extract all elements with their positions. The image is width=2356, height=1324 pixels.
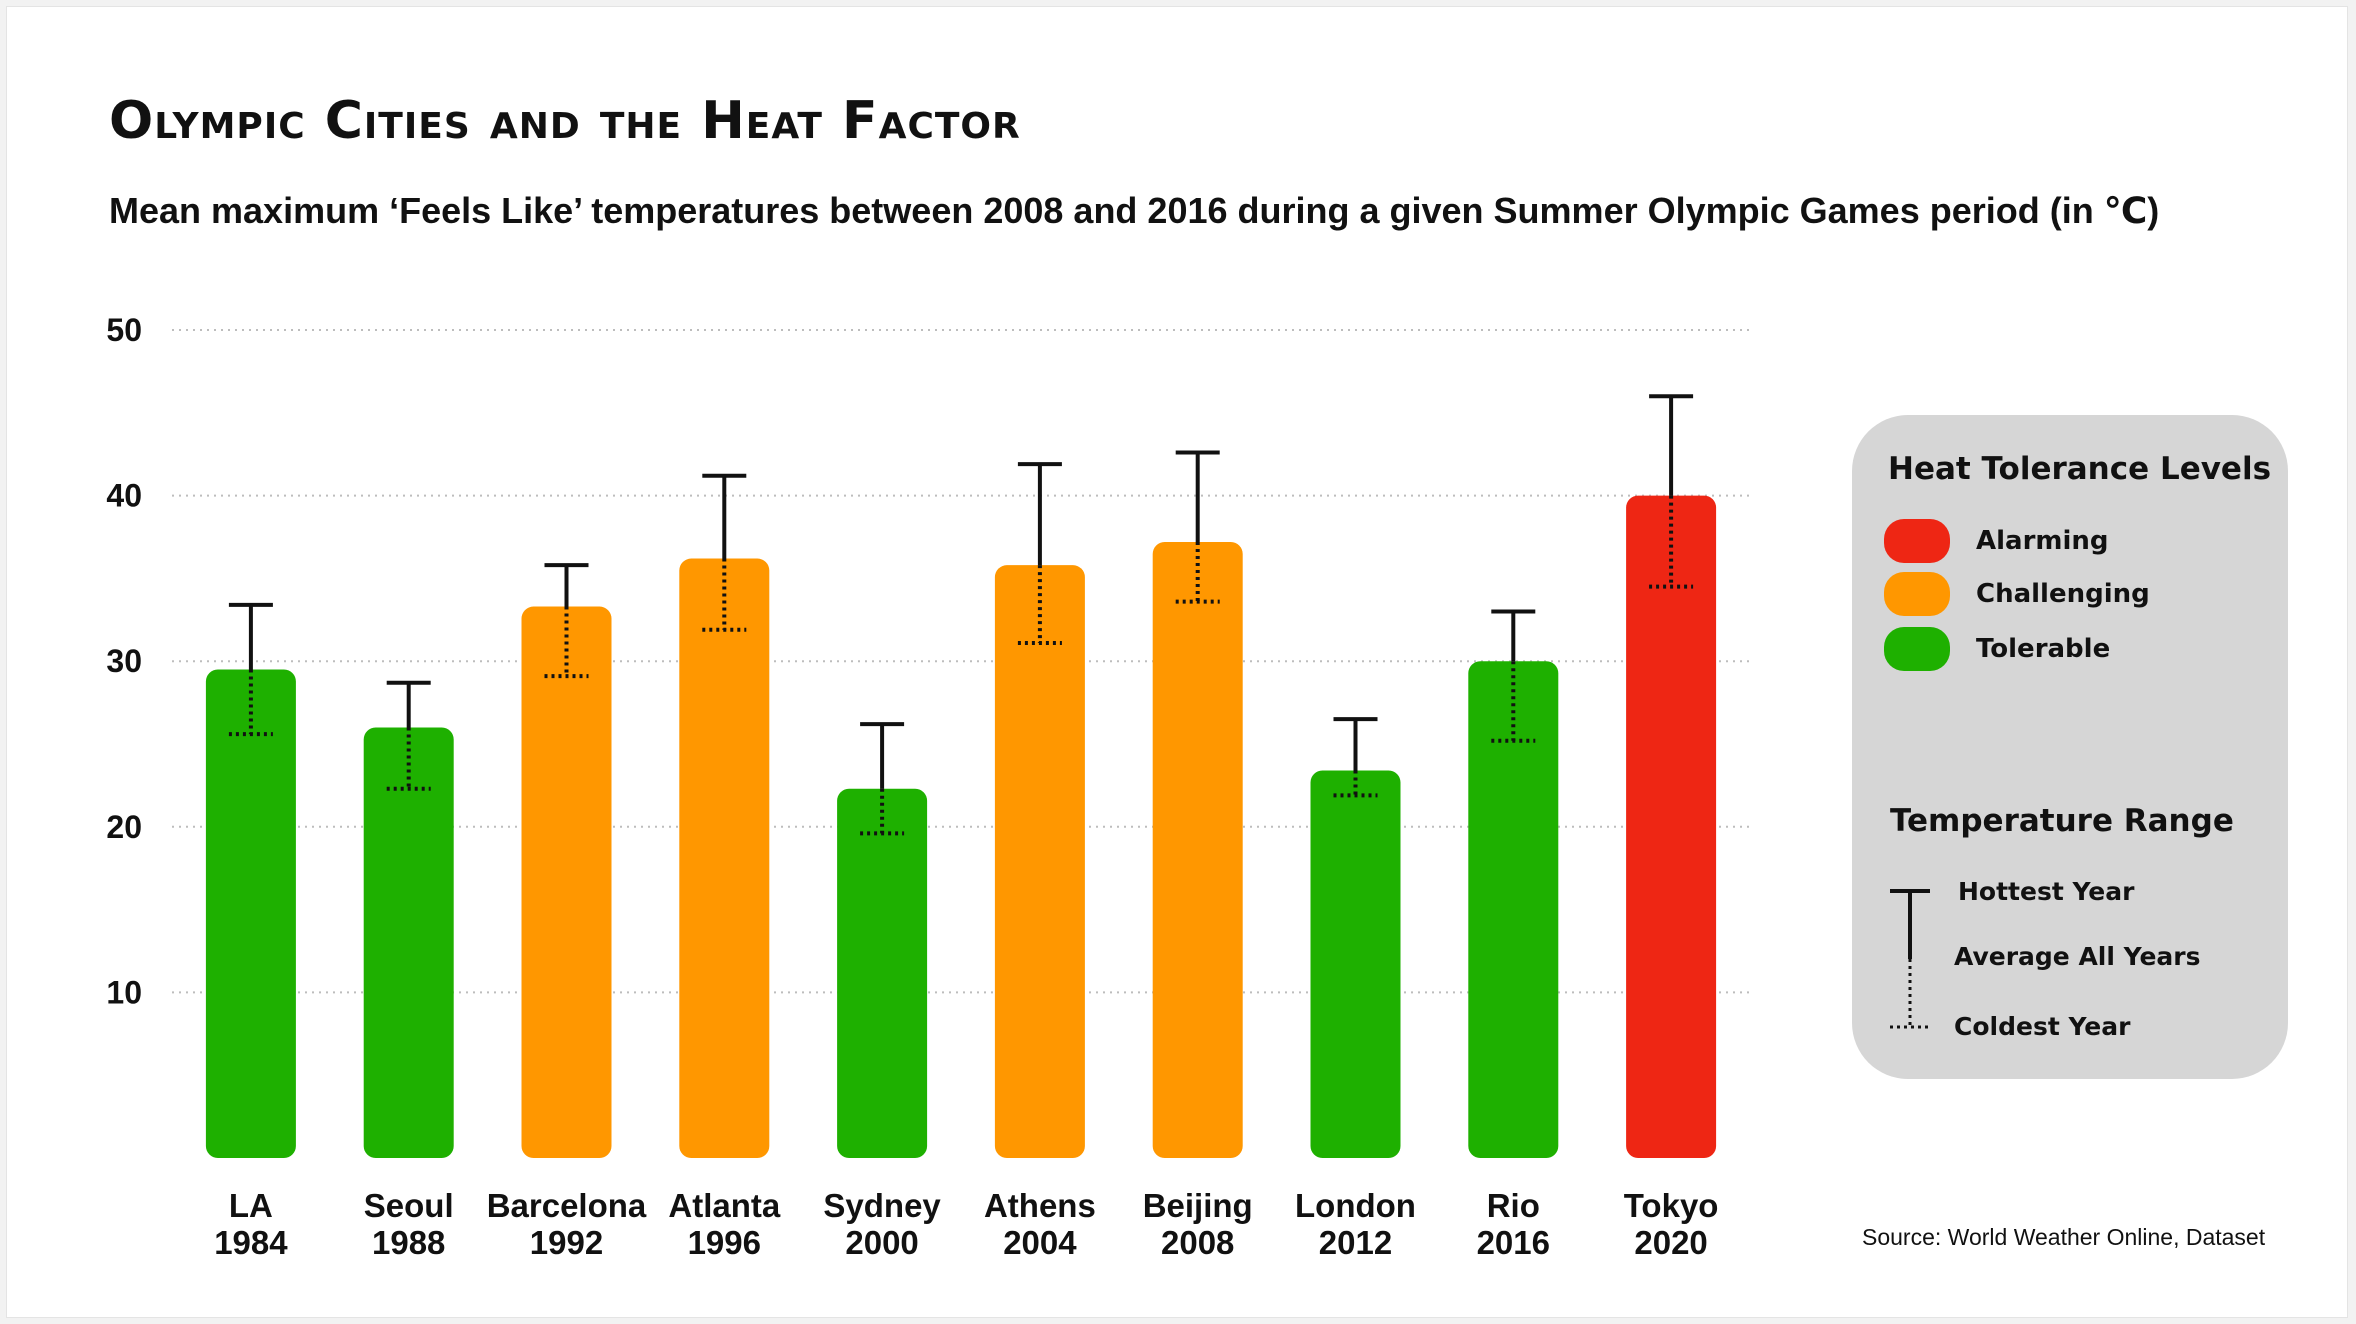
y-tick-label: 20 <box>106 809 142 845</box>
x-year-label: 1988 <box>372 1224 445 1261</box>
legend-swatch-challenging <box>1884 572 1950 616</box>
x-city-label: Barcelona <box>487 1187 647 1224</box>
x-city-label: Seoul <box>364 1187 454 1224</box>
bar <box>1468 661 1559 1158</box>
bar <box>205 669 296 1158</box>
bar <box>1152 541 1243 1158</box>
source-note: Source: World Weather Online, Dataset <box>1862 1224 2266 1250</box>
legend-range-heading: Temperature Range <box>1890 803 2234 839</box>
x-city-label: Rio <box>1487 1187 1540 1224</box>
x-city-label: Athens <box>984 1187 1096 1224</box>
bar <box>679 558 770 1158</box>
legend-label-coldest: Coldest Year <box>1954 1012 2131 1041</box>
x-city-label: Sydney <box>823 1187 941 1224</box>
y-tick-label: 50 <box>106 312 142 348</box>
x-year-label: 2016 <box>1477 1224 1550 1261</box>
x-city-label: Tokyo <box>1624 1187 1719 1224</box>
x-city-label: Atlanta <box>668 1187 780 1224</box>
legend-swatch-alarming <box>1884 519 1950 563</box>
x-year-label: 1984 <box>214 1224 288 1261</box>
y-tick-label: 10 <box>106 974 142 1010</box>
x-year-label: 1996 <box>688 1224 761 1261</box>
legend-label-hottest: Hottest Year <box>1958 877 2135 906</box>
x-city-label: London <box>1295 1187 1416 1224</box>
bar <box>1310 770 1401 1158</box>
x-city-label: Beijing <box>1143 1187 1253 1224</box>
legend-label-tolerable: Tolerable <box>1976 634 2111 664</box>
legend-label-average: Average All Years <box>1954 942 2201 971</box>
x-year-label: 2020 <box>1634 1224 1707 1261</box>
x-year-label: 1992 <box>530 1224 603 1261</box>
x-year-label: 2008 <box>1161 1224 1234 1261</box>
legend-label-challenging: Challenging <box>1976 579 2150 609</box>
y-tick-label: 40 <box>106 478 142 514</box>
bar <box>363 727 454 1158</box>
legend-levels-heading: Heat Tolerance Levels <box>1888 451 2272 487</box>
bar <box>837 788 928 1158</box>
x-year-label: 2012 <box>1319 1224 1392 1261</box>
legend-panel: Heat Tolerance Levels Alarming Challengi… <box>1852 415 2288 1079</box>
bar <box>1626 495 1717 1159</box>
legend-swatch-tolerable <box>1884 627 1950 671</box>
x-city-label: LA <box>229 1187 273 1224</box>
legend-label-alarming: Alarming <box>1976 526 2109 556</box>
range-key-icon <box>1890 889 1930 1029</box>
x-year-label: 2000 <box>845 1224 918 1261</box>
chart-subtitle: Mean maximum ‘Feels Like’ temperatures b… <box>109 190 2160 231</box>
y-tick-label: 30 <box>106 643 142 679</box>
x-year-label: 2004 <box>1003 1224 1077 1261</box>
bar <box>994 565 1085 1158</box>
bar <box>521 606 612 1158</box>
chart-title: Olympic Cities and the Heat Factor <box>109 91 1021 151</box>
